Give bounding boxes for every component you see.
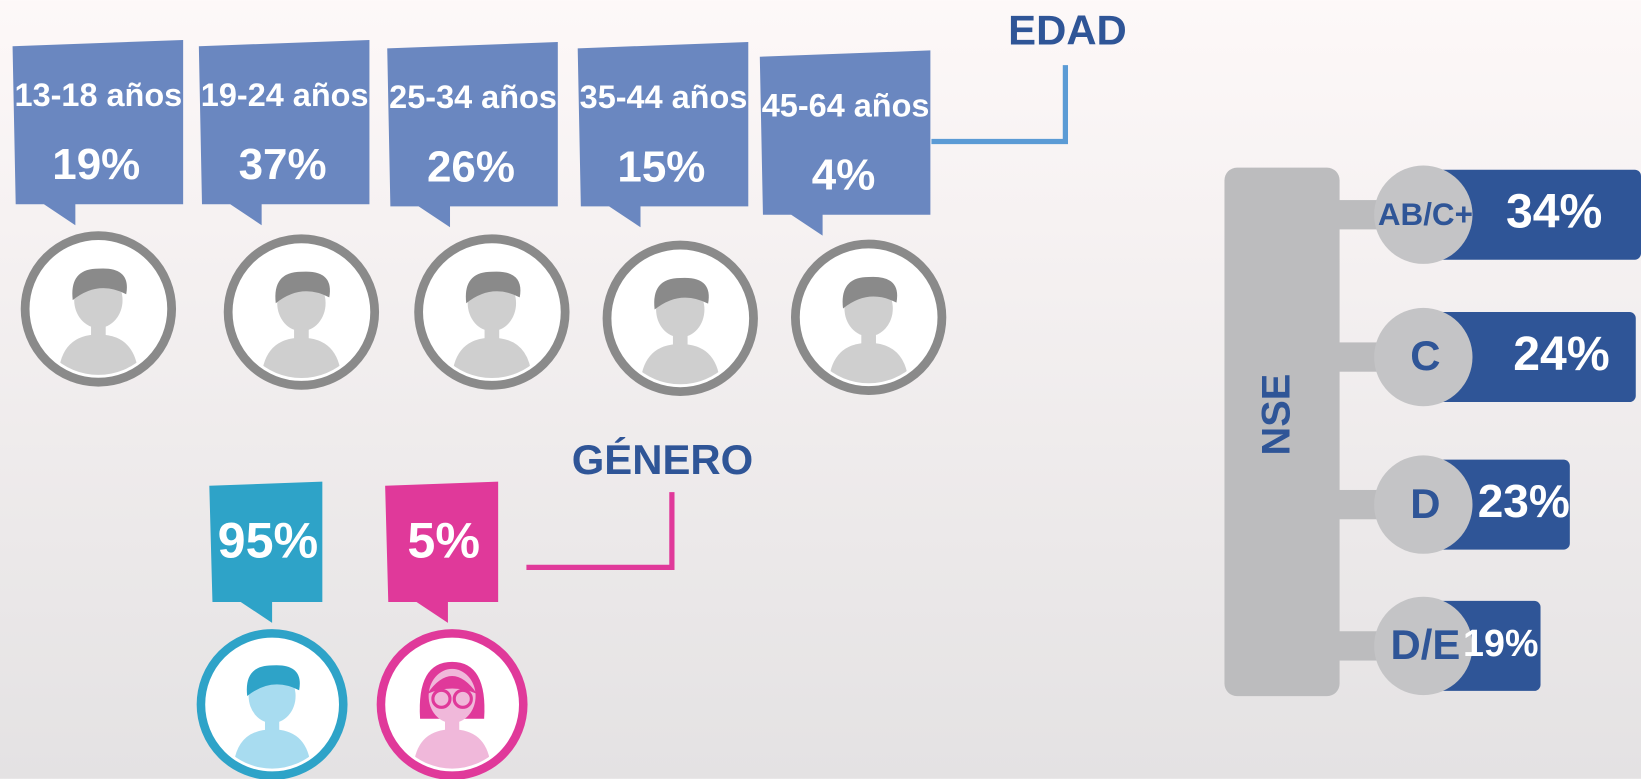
page: {"edad": {"title": "EDAD", "groups": [ {…	[0, 0, 1641, 779]
genero-title: GÉNERO	[572, 436, 753, 483]
avatar	[381, 633, 523, 775]
age-value: 37%	[239, 140, 327, 189]
age-value: 26%	[427, 142, 515, 191]
level-value: 24%	[1513, 327, 1609, 381]
nse-title: NSE	[1254, 374, 1298, 456]
level-value: 19%	[1463, 622, 1538, 664]
level-label: AB/C+	[1378, 197, 1473, 232]
speech-bubble	[387, 42, 558, 227]
avatar	[25, 236, 172, 383]
level-label: D/E	[1391, 621, 1461, 668]
avatar	[607, 245, 754, 392]
avatar	[228, 239, 375, 386]
avatar	[795, 244, 942, 391]
gender-value: 95%	[218, 513, 319, 569]
speech-bubble	[13, 40, 184, 225]
speech-bubble	[199, 40, 370, 225]
avatar	[201, 633, 343, 775]
age-label: 45-64 años	[762, 88, 930, 124]
speech-bubble	[760, 50, 931, 235]
age-label: 13-18 años	[15, 77, 183, 113]
speech-bubble	[578, 42, 749, 227]
level-label: D	[1410, 480, 1440, 527]
age-label: 35-44 años	[580, 79, 748, 115]
infographic: EDAD GÉNERO NSE 13-18 años 19% 19-24 años 3…	[0, 0, 1641, 779]
level-label: C	[1410, 332, 1440, 379]
gender-value: 5%	[407, 513, 480, 569]
age-value: 15%	[617, 142, 705, 191]
edad-title: EDAD	[1008, 7, 1127, 54]
level-value: 23%	[1478, 475, 1570, 527]
avatar	[419, 239, 566, 386]
age-value: 19%	[52, 140, 140, 189]
age-value: 4%	[812, 151, 876, 200]
age-label: 25-34 años	[389, 79, 557, 115]
age-label: 19-24 años	[201, 77, 369, 113]
level-value: 34%	[1506, 184, 1602, 238]
